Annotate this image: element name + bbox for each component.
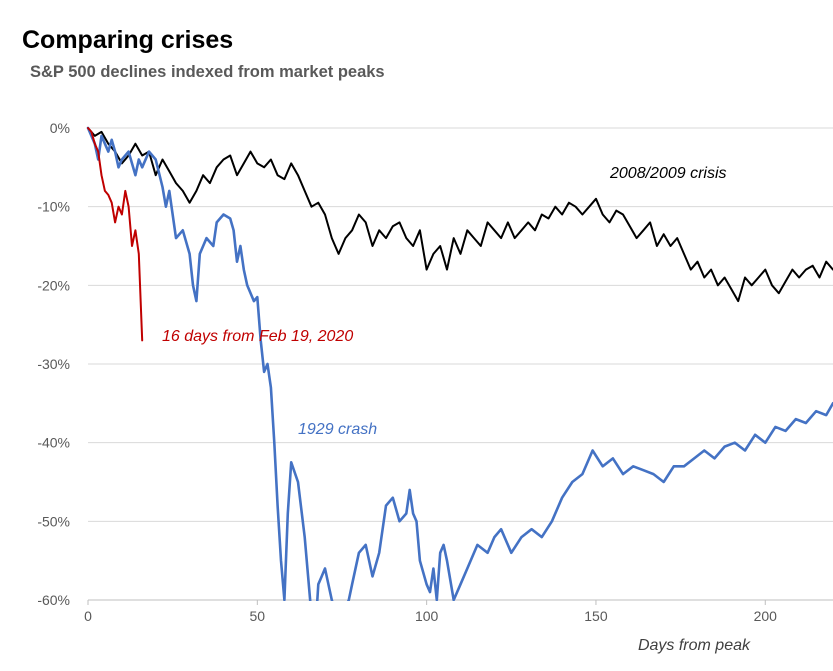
chart-subtitle: S&P 500 declines indexed from market pea… xyxy=(30,63,385,81)
y-tick-label: 0% xyxy=(50,120,70,136)
y-tick-label: -10% xyxy=(37,199,70,215)
x-axis-label: Days from peak xyxy=(638,637,751,654)
x-tick-label: 100 xyxy=(415,608,439,624)
label-2008-2009-crisis: 2008/2009 crisis xyxy=(609,165,727,182)
y-tick-label: -40% xyxy=(37,435,70,451)
chart-title: Comparing crises xyxy=(22,26,234,54)
series-1929-line xyxy=(86,126,833,601)
label-1929-crash: 1929 crash xyxy=(298,421,377,438)
x-tick-label: 200 xyxy=(754,608,778,624)
series-2008-2009-line xyxy=(87,127,833,303)
label-2020: 16 days from Feb 19, 2020 xyxy=(162,328,353,345)
x-tick-label: 50 xyxy=(250,608,266,624)
y-tick-label: -60% xyxy=(37,592,70,608)
y-tick-label: -20% xyxy=(37,277,70,293)
y-tick-label: -50% xyxy=(37,513,70,529)
x-tick-label: 0 xyxy=(84,608,92,624)
series-2020-line xyxy=(87,127,144,342)
y-tick-label: -30% xyxy=(37,356,70,372)
x-tick-label: 150 xyxy=(584,608,608,624)
